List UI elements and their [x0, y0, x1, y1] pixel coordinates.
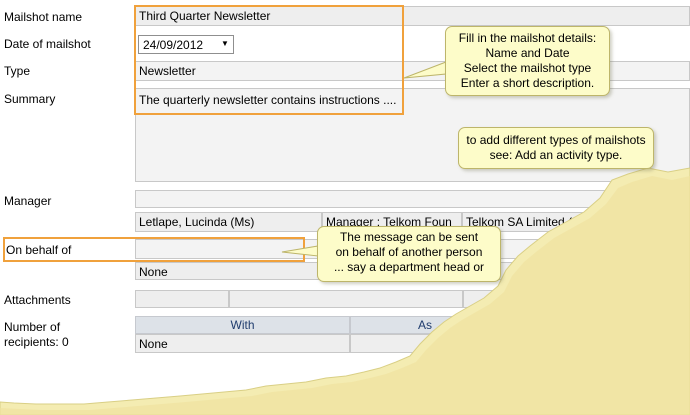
chevron-down-icon[interactable]: ▼	[221, 39, 229, 48]
types-callout-line: see: Add an activity type.	[489, 148, 623, 162]
recipients-count-label: recipients: 0	[4, 335, 69, 349]
attachments-label: Attachments	[4, 293, 71, 307]
recipients-header-with[interactable]: With	[135, 316, 350, 334]
mailshot-name-label: Mailshot name	[4, 10, 83, 24]
mailshot-name-field[interactable]: Third Quarter Newsletter	[135, 6, 690, 26]
details-callout-line: Enter a short description.	[460, 76, 595, 90]
details-highlight	[134, 5, 404, 115]
activity-type-callout: to add different types of mailshots see:…	[458, 127, 654, 169]
attachment-cell-2[interactable]	[229, 290, 463, 308]
types-callout-line: to add different types of mailshots	[466, 133, 646, 147]
date-picker[interactable]: 24/09/2012 ▼	[138, 35, 234, 54]
on-behalf-of-label: On behalf of	[6, 243, 72, 257]
details-callout-line: Name and Date	[485, 46, 570, 60]
behalf-callout-line: ... say a department head or	[333, 260, 485, 274]
details-callout-line: Select the mailshot type	[463, 61, 592, 75]
behalf-callout-line: The message can be sent	[339, 230, 479, 244]
recipients-row-with: None	[135, 334, 350, 353]
type-label: Type	[4, 64, 31, 78]
date-value: 24/09/2012	[143, 38, 204, 52]
details-callout-line: Fill in the mailshot details:	[458, 31, 597, 45]
summary-label: Summary	[4, 92, 56, 106]
behalf-callout-line: on behalf of another person	[335, 245, 483, 259]
manager-label: Manager	[4, 194, 52, 208]
details-callout: Fill in the mailshot details: Name and D…	[445, 26, 610, 96]
attachment-cell-1[interactable]	[135, 290, 229, 308]
number-of-label: Number of	[4, 320, 61, 334]
date-of-mailshot-label: Date of mailshot	[4, 37, 91, 51]
manager-name-cell: Letlape, Lucinda (Ms)	[135, 212, 322, 232]
on-behalf-callout: The message can be sent on behalf of ano…	[317, 226, 501, 282]
